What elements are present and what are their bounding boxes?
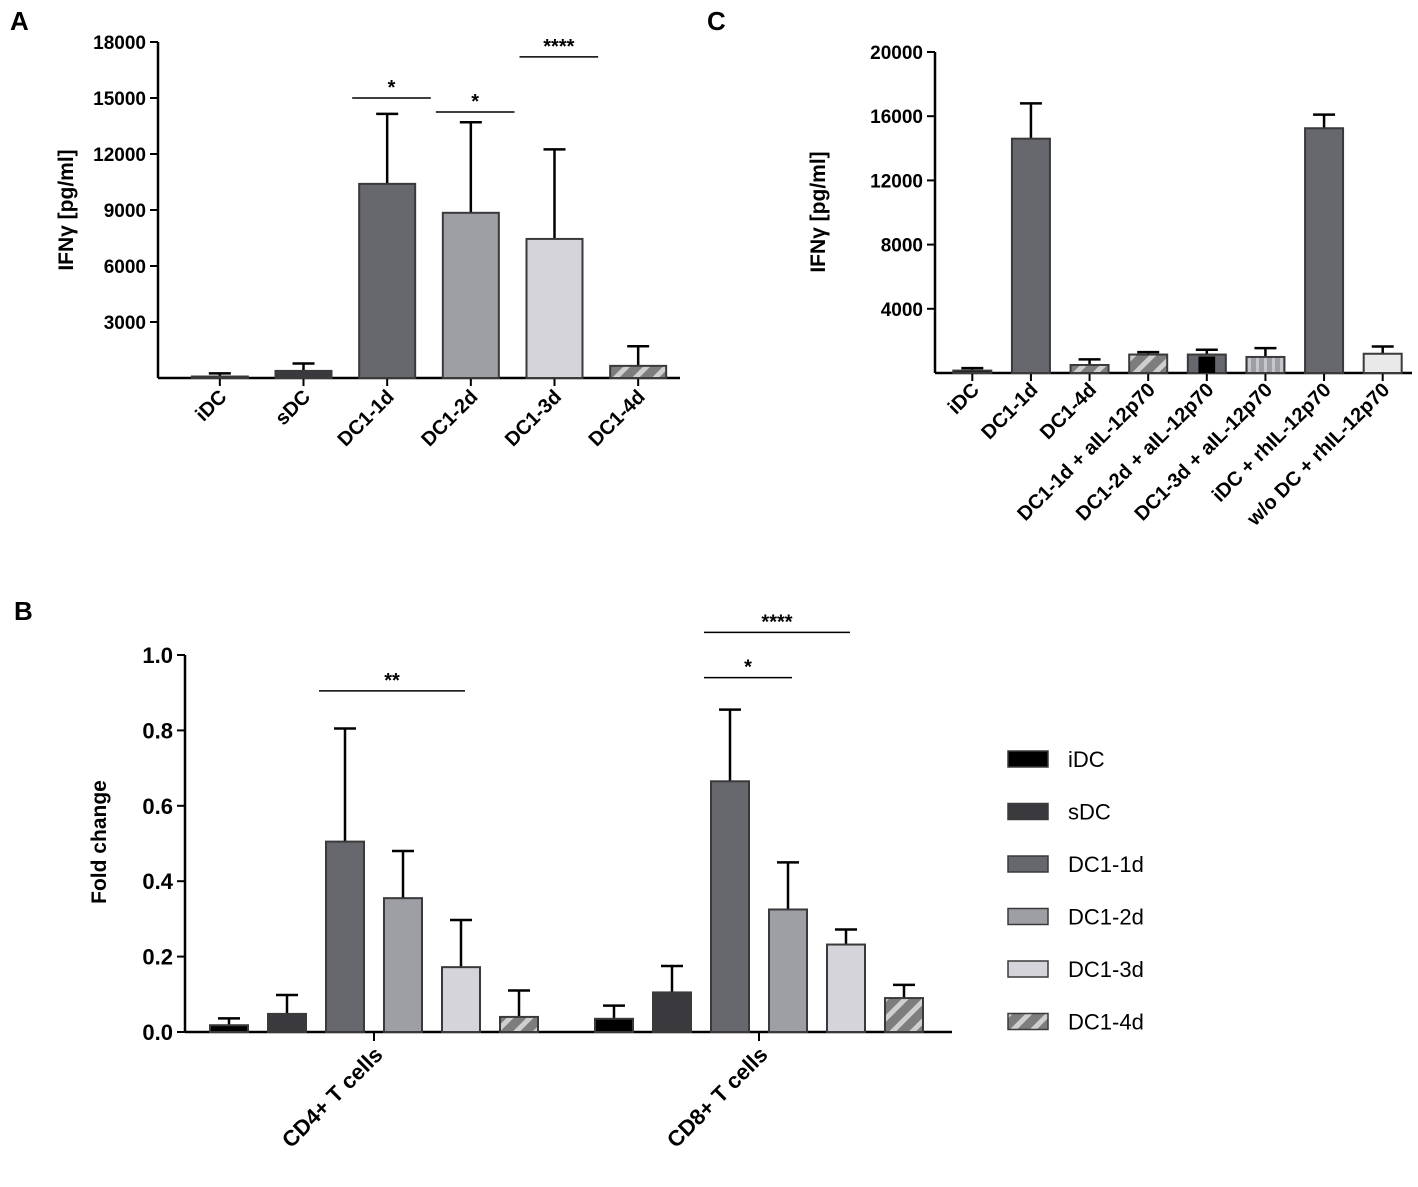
legend-label: DC1-1d	[1068, 852, 1144, 877]
panel-c-y-tick-label: 20000	[870, 43, 923, 64]
panel-b-bar	[826, 943, 866, 1034]
panel-c-x-tick-label: iDC	[944, 379, 984, 419]
legend-swatch	[1007, 907, 1049, 926]
panel-c-y-tick-label: 16000	[870, 107, 923, 128]
panel-b-bar	[383, 897, 423, 1033]
panel-c-bar	[1069, 363, 1110, 375]
panel-a-y-tick-label: 9000	[104, 201, 146, 222]
panel-b-y-axis-label: Fold change	[88, 780, 111, 904]
panel-a-x-tick-label: iDC	[191, 386, 231, 426]
panel-c-x-tick-label: DC1-1d	[977, 379, 1042, 444]
panel-b-label: B	[14, 596, 33, 626]
panel-a-x-tick-label: DC1-3d	[501, 386, 566, 451]
panel-b-bar	[267, 1012, 307, 1033]
panel-b-axes: 0.0 0.2 0.4 0.6 0.8 1.0 CD4+ T cells CD8+ T cel…	[142, 643, 952, 1152]
panel-b-legend: iDC sDC DC1-1d DC1-2d DC1-3d DC1-4d	[1007, 747, 1144, 1035]
panel-c-label: C	[707, 6, 726, 36]
panel-a-y-tick-label: 15000	[93, 89, 146, 110]
legend-swatch	[1007, 960, 1049, 978]
legend-swatch	[1007, 855, 1049, 873]
panel-b-bar	[710, 780, 750, 1033]
panel-a-y-tick-label: 6000	[104, 257, 146, 278]
legend-swatch	[1007, 750, 1049, 768]
panel-a-bar	[441, 211, 500, 379]
legend-swatch	[1007, 802, 1049, 821]
panel-a-significance-label: *	[388, 77, 396, 99]
panel-b-y-tick-label: 0.6	[142, 794, 173, 819]
panel-b-bar	[209, 1024, 249, 1033]
panel-b-bar	[884, 997, 924, 1034]
panel-a-bar	[358, 182, 417, 379]
panel-b-x-tick-label: CD8+ T cells	[662, 1042, 773, 1153]
legend-label: iDC	[1068, 747, 1105, 772]
panel-a-significance-label: ****	[543, 36, 574, 58]
panel-b-significance-label: ****	[761, 611, 792, 633]
panel-b-chart: B Fold change 0.0 0.2 0.4 0.6 0.8 1.0 CD4+ T c…	[14, 596, 1144, 1152]
panel-a-x-tick-label: DC1-4d	[585, 386, 650, 451]
legend-label: DC1-2d	[1068, 905, 1144, 930]
panel-b-y-tick-label: 0.0	[142, 1020, 173, 1045]
panel-b-bar	[652, 991, 692, 1033]
panel-a-x-tick-label: DC1-2d	[417, 386, 482, 451]
panel-b-y-tick-label: 0.4	[142, 869, 173, 894]
panel-b-y-tick-label: 1.0	[142, 643, 173, 668]
panel-a-bar	[190, 375, 249, 379]
panel-a-y-tick-label: 3000	[104, 313, 146, 334]
panel-b-significance-label: *	[744, 657, 752, 679]
legend-label: DC1-4d	[1068, 1010, 1144, 1035]
panel-b-x-tick-label: CD4+ T cells	[277, 1042, 388, 1153]
panel-c-bar-inner	[1198, 356, 1216, 373]
legend-label: sDC	[1068, 800, 1111, 825]
panel-a-label: A	[10, 6, 29, 36]
panel-a-bars: ******	[190, 36, 668, 380]
panel-c-bar	[1245, 355, 1286, 375]
panel-b-bar	[768, 908, 808, 1033]
panel-b-significance-label: **	[384, 670, 400, 692]
panel-c-bar	[1304, 127, 1345, 374]
legend-swatch	[1007, 1012, 1049, 1031]
panel-c-bar	[1010, 137, 1051, 374]
panel-c-bar	[1128, 353, 1169, 375]
panel-a-y-tick-label: 18000	[93, 33, 146, 54]
panel-a-bar	[609, 364, 668, 380]
panel-a-y-axis-label: IFNγ [pg/ml]	[55, 149, 78, 270]
panel-c-y-tick-label: 4000	[881, 300, 923, 321]
panel-a-y-tick-label: 12000	[93, 145, 146, 166]
panel-a-bar	[274, 369, 333, 380]
panel-c-bar	[1362, 352, 1403, 374]
panel-c-bar	[952, 369, 993, 374]
panel-c-y-tick-label: 12000	[870, 171, 923, 192]
panel-a-x-tick-label: DC1-1d	[334, 386, 399, 451]
panel-a-bar	[525, 237, 584, 379]
panel-b-y-tick-label: 0.8	[142, 718, 173, 743]
panel-c-bars	[952, 102, 1403, 375]
legend-label: DC1-3d	[1068, 957, 1144, 982]
panel-a-significance-label: *	[471, 91, 479, 113]
panel-b-bar	[441, 966, 481, 1034]
panel-b-bar	[499, 1015, 539, 1033]
panel-c-y-tick-label: 8000	[881, 236, 923, 257]
panel-b-bar	[594, 1017, 634, 1033]
panel-c-chart: C IFNγ [pg/ml] 4000 8000 12000 16000 20000 iD…	[707, 6, 1412, 531]
panel-a-chart: A IFNγ [pg/ml] 3000 6000 9000 12000 15000 180…	[10, 6, 680, 451]
panel-b-bars: *******	[209, 611, 924, 1034]
panel-b-bar	[325, 840, 365, 1033]
panel-c-y-axis-label: IFNγ [pg/ml]	[807, 151, 830, 272]
panel-b-y-tick-label: 0.2	[142, 945, 173, 970]
panel-a-x-tick-label: sDC	[271, 386, 315, 430]
